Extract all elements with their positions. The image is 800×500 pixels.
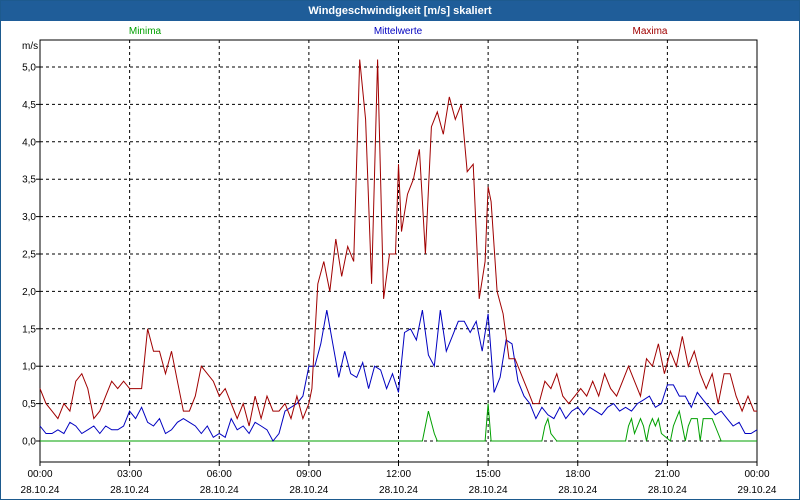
y-tick-label: 2,0 — [22, 287, 36, 298]
x-tick-time: 12:00 — [386, 469, 411, 480]
y-tick-label: 5,0 — [22, 63, 36, 74]
x-tick-time: 09:00 — [296, 469, 321, 480]
x-tick-date: 28.10.24 — [558, 485, 597, 496]
x-tick-date: 28.10.24 — [289, 485, 328, 496]
x-tick-date: 28.10.24 — [110, 485, 149, 496]
series-line-mittelwerte — [39, 310, 758, 442]
x-tick-time: 06:00 — [207, 469, 232, 480]
x-tick-date: 29.10.24 — [738, 485, 777, 496]
y-tick-label: 1,5 — [22, 324, 36, 335]
y-tick-label: 3,0 — [22, 212, 36, 223]
x-tick-time: 00:00 — [27, 469, 52, 480]
series-lines — [39, 59, 758, 442]
grid-lines — [40, 40, 757, 462]
series-line-maxima — [39, 59, 757, 427]
x-tick-date: 28.10.24 — [200, 485, 239, 496]
legend-maxima: Maxima — [632, 26, 667, 37]
x-tick-date: 28.10.24 — [469, 485, 508, 496]
y-tick-label: 4,0 — [22, 137, 36, 148]
x-tick-date: 28.10.24 — [379, 485, 418, 496]
chart-title: Windgeschwindigkeit [m/s] skaliert — [1, 1, 799, 21]
x-tick-time: 00:00 — [744, 469, 769, 480]
y-tick-label: 1,0 — [22, 362, 36, 373]
legend-minima: Minima — [129, 26, 162, 37]
x-axis: 00:00 28.10.24 03:00 28.10.24 06:00 28.10.24 0… — [21, 462, 777, 496]
y-tick-label: 0,0 — [22, 437, 36, 448]
y-tick-label: 3,5 — [22, 175, 36, 186]
x-tick-time: 03:00 — [117, 469, 142, 480]
x-tick-date: 28.10.24 — [21, 485, 60, 496]
x-tick-time: 21:00 — [655, 469, 680, 480]
x-tick-time: 18:00 — [565, 469, 590, 480]
x-tick-time: 15:00 — [476, 469, 501, 480]
y-axis: 0,0 0,5 1,0 1,5 2,0 2,5 3,0 3,5 4,0 4,5 5,0 — [22, 63, 40, 448]
series-line-minima — [40, 403, 757, 442]
legend-mittelwerte: Mittelwerte — [374, 26, 423, 37]
y-tick-label: 4,5 — [22, 100, 36, 111]
y-tick-label: 2,5 — [22, 250, 36, 261]
y-tick-label: 0,5 — [22, 399, 36, 410]
y-axis-label: m/s — [22, 41, 38, 52]
x-tick-date: 28.10.24 — [648, 485, 687, 496]
